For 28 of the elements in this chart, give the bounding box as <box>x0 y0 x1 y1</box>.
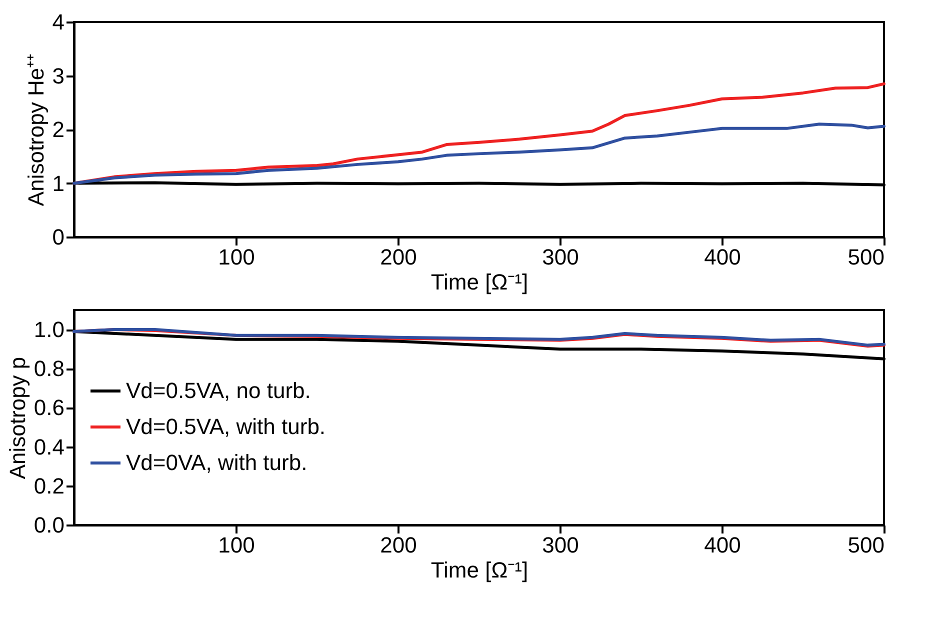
x-tick-label: 300 <box>542 532 579 558</box>
y-tick-label: 4 <box>52 10 64 34</box>
x-tick-label: 400 <box>704 532 741 558</box>
x-tick-label: 100 <box>218 244 255 270</box>
x-axis-title: Time [Ω⁻¹] <box>430 270 528 294</box>
x-tick-label: 100 <box>218 532 255 558</box>
x-axis-title: Time [Ω⁻¹] <box>430 558 528 582</box>
x-tick-label: 500 <box>848 244 884 270</box>
y-tick-label: 3 <box>52 63 64 88</box>
y-tick-label: 0 <box>52 224 64 250</box>
y-tick-label: 0.2 <box>34 473 64 498</box>
y-tick-label: 2 <box>52 117 64 142</box>
legend-label: Vd=0VA, with turb. <box>126 450 308 475</box>
y-tick-label: 0.8 <box>34 356 64 382</box>
y-axis-title: Anisotropy p <box>4 356 30 480</box>
x-tick-label: 200 <box>380 244 417 270</box>
y-tick-label: 0.0 <box>34 512 64 538</box>
x-tick-label: 300 <box>542 244 579 270</box>
x-tick-label: 400 <box>704 244 741 270</box>
y-tick-label: 0.4 <box>34 434 64 460</box>
y-tick-label: 1.0 <box>34 317 64 342</box>
x-tick-label: 200 <box>380 532 417 558</box>
x-tick-label: 500 <box>848 532 884 558</box>
legend-label: Vd=0.5VA, no turb. <box>126 378 311 403</box>
y-tick-label: 0.6 <box>34 395 64 420</box>
y-tick-label: 1 <box>52 170 64 196</box>
legend-label: Vd=0.5VA, with turb. <box>126 414 326 439</box>
y-axis-title: Anisotropy He⁺⁺ <box>23 54 48 206</box>
